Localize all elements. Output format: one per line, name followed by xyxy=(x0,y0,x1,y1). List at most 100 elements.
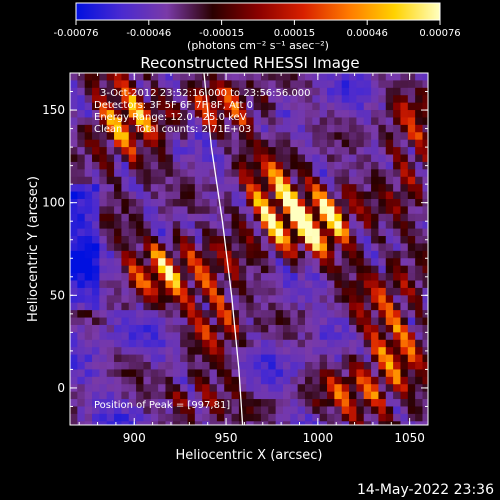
heatmap-cell xyxy=(378,413,387,422)
heatmap-cell xyxy=(319,406,328,415)
heatmap-cell xyxy=(231,376,240,385)
heatmap-cell xyxy=(327,184,335,192)
heatmap-cell xyxy=(238,406,247,415)
heatmap-cell xyxy=(187,95,196,104)
heatmap-cell xyxy=(231,384,240,393)
heatmap-cell xyxy=(275,362,284,370)
heatmap-cell xyxy=(84,413,93,422)
heatmap-cell xyxy=(371,339,379,348)
heatmap-cell xyxy=(106,228,115,237)
heatmap-cell xyxy=(114,110,122,118)
heatmap-cell xyxy=(253,280,262,289)
heatmap-cell xyxy=(282,302,291,311)
heatmap-cell xyxy=(158,95,166,104)
heatmap-cell xyxy=(363,258,372,267)
heatmap-cell xyxy=(334,273,343,281)
heatmap-cell xyxy=(260,384,269,393)
heatmap-cell xyxy=(92,317,100,326)
heatmap-cell xyxy=(327,280,335,289)
heatmap-cell xyxy=(136,362,144,370)
heatmap-cell xyxy=(158,124,166,133)
heatmap-cell xyxy=(260,421,269,425)
heatmap-cell xyxy=(246,287,254,296)
heatmap-cell xyxy=(224,117,232,126)
heatmap-cell xyxy=(327,376,335,385)
heatmap-cell xyxy=(304,273,313,281)
heatmap-cell xyxy=(393,376,401,385)
heatmap-cell xyxy=(77,221,86,230)
heatmap-cell xyxy=(282,87,291,96)
heatmap-cell xyxy=(216,421,225,425)
heatmap-cell xyxy=(407,347,416,355)
heatmap-cell xyxy=(136,176,144,185)
heatmap-cell xyxy=(334,369,343,378)
heatmap-cell xyxy=(180,302,188,311)
heatmap-cell xyxy=(312,421,321,425)
heatmap-cell xyxy=(290,399,299,407)
heatmap-cell xyxy=(393,362,401,370)
heatmap-cell xyxy=(143,287,152,296)
heatmap-cell xyxy=(216,110,225,118)
heatmap-cell xyxy=(268,213,277,222)
x-axis-label: Heliocentric X (arcsec) xyxy=(176,448,323,463)
heatmap-cell xyxy=(238,73,247,81)
heatmap-cell xyxy=(415,413,423,422)
heatmap-cell xyxy=(356,369,365,378)
heatmap-cell xyxy=(349,265,357,274)
heatmap-cell xyxy=(202,161,210,170)
heatmap-cell xyxy=(246,317,254,326)
heatmap-cell xyxy=(143,95,152,104)
heatmap-cell xyxy=(356,221,365,230)
heatmap-cell xyxy=(70,354,78,363)
heatmap-cell xyxy=(187,347,196,355)
heatmap-cell xyxy=(327,228,335,237)
heatmap-cell xyxy=(371,147,379,155)
heatmap-cell xyxy=(260,369,269,378)
heatmap-cell xyxy=(253,250,262,259)
heatmap-cell xyxy=(238,228,247,237)
heatmap-cell xyxy=(77,147,86,155)
heatmap-cell xyxy=(341,376,350,385)
heatmap-cell xyxy=(385,406,394,415)
heatmap-cell xyxy=(260,228,269,237)
heatmap-cell xyxy=(238,176,247,185)
heatmap-cell xyxy=(290,243,299,252)
heatmap-cell xyxy=(158,384,166,393)
heatmap-cell xyxy=(349,110,357,118)
heatmap-cell xyxy=(136,95,144,104)
heatmap-cell xyxy=(106,80,115,89)
heatmap-cell xyxy=(319,80,328,89)
heatmap-cell xyxy=(150,369,159,378)
heatmap-cell xyxy=(304,221,313,230)
heatmap-cell xyxy=(400,213,409,222)
heatmap-cell xyxy=(92,295,100,304)
heatmap-cell xyxy=(385,302,394,311)
heatmap-cell xyxy=(143,302,152,311)
heatmap-cell xyxy=(92,206,100,215)
heatmap-cell xyxy=(371,198,379,207)
heatmap-cell xyxy=(415,406,423,415)
heatmap-cell xyxy=(121,110,130,118)
heatmap-cell xyxy=(415,391,423,400)
heatmap-cell xyxy=(385,139,394,148)
heatmap-cell xyxy=(334,243,343,252)
heatmap-cell xyxy=(304,80,313,89)
heatmap-cell xyxy=(172,421,181,425)
heatmap-cell xyxy=(143,399,152,407)
heatmap-cell xyxy=(172,139,181,148)
heatmap-cell xyxy=(363,124,372,133)
heatmap-cell xyxy=(202,324,210,333)
heatmap-cell xyxy=(304,102,313,111)
heatmap-cell xyxy=(378,102,387,111)
heatmap-cell xyxy=(400,206,409,215)
heatmap-cell xyxy=(341,354,350,363)
heatmap-cell xyxy=(282,421,291,425)
heatmap-cell xyxy=(275,250,284,259)
heatmap-cell xyxy=(187,302,196,311)
heatmap-cell xyxy=(224,287,232,296)
heatmap-cell xyxy=(297,80,306,89)
heatmap-cell xyxy=(187,102,196,111)
heatmap-cell xyxy=(407,243,416,252)
heatmap-cell xyxy=(260,191,269,200)
heatmap-cell xyxy=(99,206,108,215)
